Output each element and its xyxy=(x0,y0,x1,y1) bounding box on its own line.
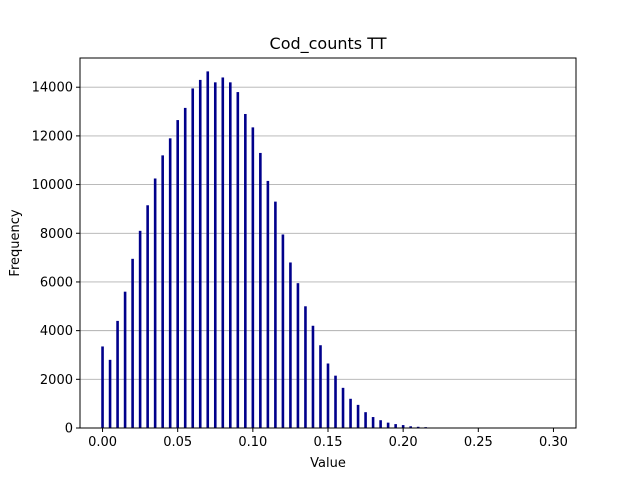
histogram-bar xyxy=(244,113,247,428)
histogram-bar xyxy=(251,127,255,428)
histogram-bar xyxy=(371,417,375,428)
y-tick-label: 14000 xyxy=(32,81,73,96)
ticks: 0 2000 4000 6000 8000 10000 12000 14000 0.00 0.05… xyxy=(32,81,568,450)
histogram-bar xyxy=(108,359,112,428)
histogram-bar xyxy=(168,138,172,428)
histogram-bar xyxy=(206,71,210,429)
x-tick-label: 0.10 xyxy=(238,435,267,450)
histogram-bar xyxy=(259,152,262,428)
y-axis-label: Frequency xyxy=(8,209,23,276)
histogram-bar xyxy=(304,306,307,428)
histogram-bar xyxy=(266,180,270,428)
y-tick-label: 12000 xyxy=(32,129,73,144)
histogram-bar xyxy=(146,205,149,428)
histogram-bar xyxy=(394,424,397,428)
x-tick-label: 0.20 xyxy=(389,435,418,450)
chart-title: Cod_counts TT xyxy=(270,34,387,54)
histogram-bar xyxy=(349,398,352,428)
x-axis-label: Value xyxy=(310,456,346,471)
bars xyxy=(101,71,443,429)
histogram-bar xyxy=(138,230,142,428)
histogram-bar xyxy=(409,426,412,428)
histogram-bar xyxy=(379,420,382,428)
histogram-bar xyxy=(401,425,405,428)
histogram-bar xyxy=(123,291,127,428)
histogram-bar xyxy=(274,201,277,428)
y-tick-label: 0 xyxy=(65,422,73,437)
histogram-bar xyxy=(183,107,187,429)
histogram-bar xyxy=(236,92,240,428)
histogram-bar xyxy=(229,82,232,428)
histogram-bar xyxy=(101,346,104,428)
histogram-bar xyxy=(341,387,345,428)
histogram-bar xyxy=(326,363,330,428)
histogram-bar xyxy=(356,404,360,428)
histogram-bar xyxy=(213,82,217,428)
histogram-bar xyxy=(311,325,315,428)
y-tick-label: 8000 xyxy=(40,227,73,242)
x-tick-label: 0.05 xyxy=(163,435,192,450)
y-tick-label: 2000 xyxy=(40,373,73,388)
histogram-bar xyxy=(221,77,225,428)
histogram-bar xyxy=(364,412,367,428)
x-tick-label: 0.00 xyxy=(88,435,117,450)
histogram-bar xyxy=(131,258,134,428)
y-tick-label: 10000 xyxy=(32,178,73,193)
histogram-bar xyxy=(416,426,420,428)
histogram-bar xyxy=(296,283,300,428)
x-tick-label: 0.30 xyxy=(539,435,568,450)
y-tick-label: 6000 xyxy=(40,275,73,290)
histogram-bar xyxy=(334,375,337,428)
histogram-bar xyxy=(153,178,157,428)
histogram-bar xyxy=(319,345,322,428)
histogram-bar xyxy=(289,262,292,428)
histogram-bar xyxy=(281,234,285,428)
x-tick-label: 0.15 xyxy=(314,435,343,450)
y-tick-label: 4000 xyxy=(40,324,73,339)
histogram-bar xyxy=(386,422,390,428)
histogram-bar xyxy=(116,320,119,428)
histogram-bar xyxy=(161,155,164,429)
histogram-bar xyxy=(176,120,179,429)
histogram-bar xyxy=(198,79,202,428)
x-tick-label: 0.25 xyxy=(464,435,493,450)
histogram-bar xyxy=(191,88,195,428)
